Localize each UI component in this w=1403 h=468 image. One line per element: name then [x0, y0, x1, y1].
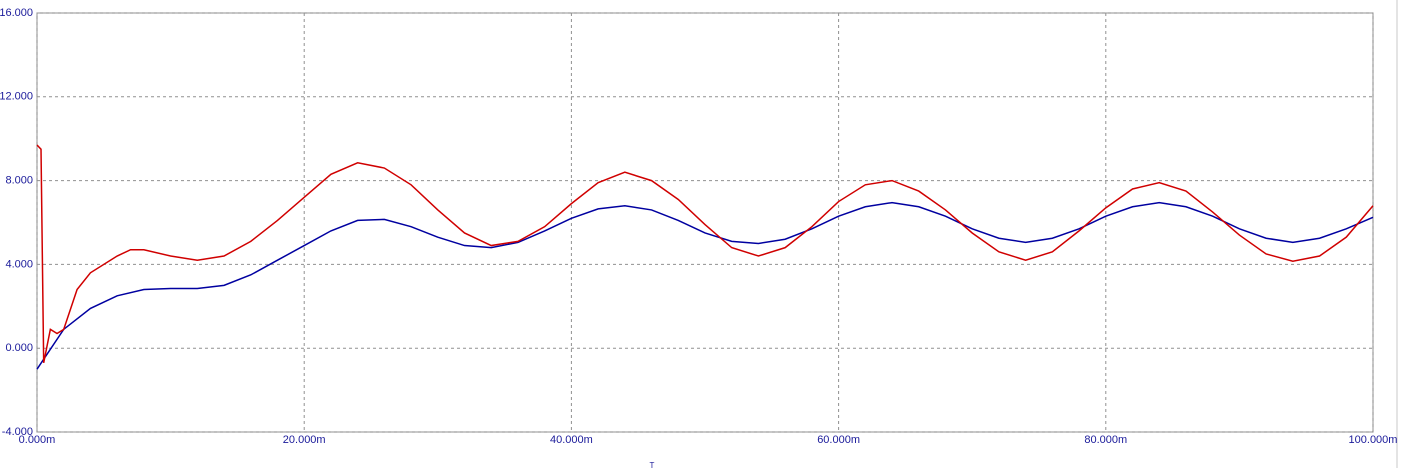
x-tick-label: 100.000m: [1349, 434, 1398, 446]
y-tick-label: -4.000: [2, 426, 33, 438]
y-tick-label: 16.000: [0, 7, 33, 19]
x-axis-label: T: [650, 461, 655, 468]
x-tick-label: 80.000m: [1084, 434, 1127, 446]
x-tick-label: 0.000m: [19, 434, 56, 446]
series-line: [36, 201, 1374, 370]
x-tick-label: 40.000m: [550, 434, 593, 446]
y-tick-label: 12.000: [0, 91, 33, 103]
series-line: [36, 144, 1374, 364]
y-tick-label: 4.000: [5, 258, 33, 270]
x-tick-label: 20.000m: [283, 434, 326, 446]
y-tick-label: 8.000: [5, 175, 33, 187]
y-tick-label: 0.000: [5, 342, 33, 354]
x-tick-label: 60.000m: [817, 434, 860, 446]
